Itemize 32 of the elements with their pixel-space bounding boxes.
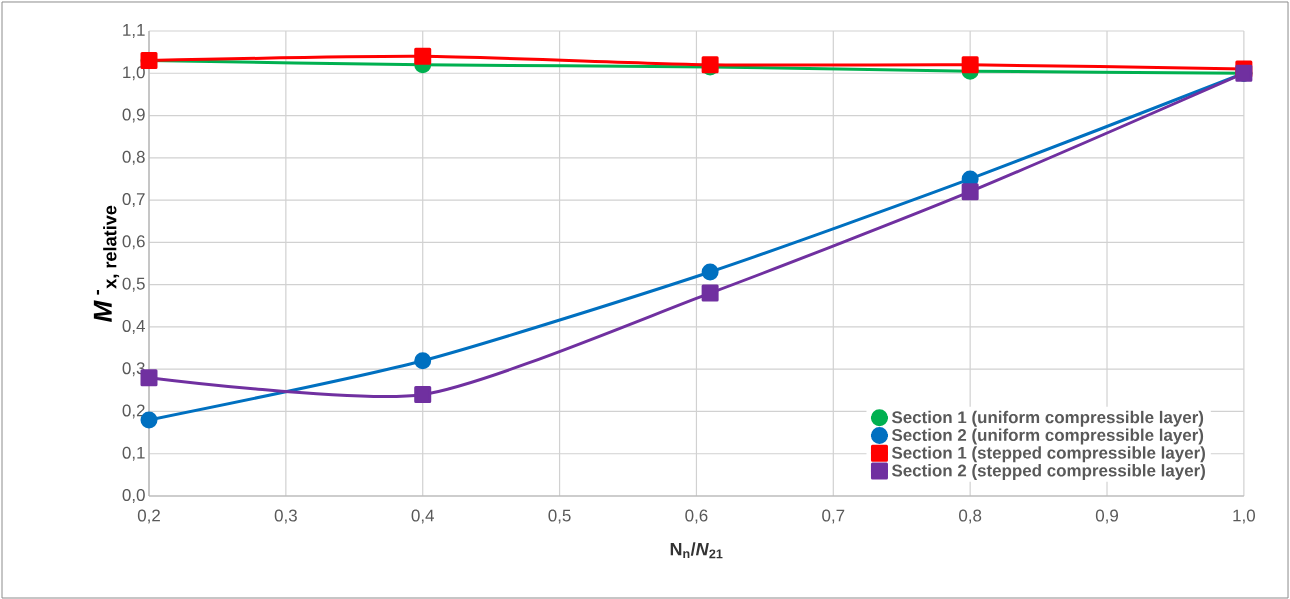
y-tick-label: 0,1 bbox=[122, 446, 145, 461]
point bbox=[414, 386, 432, 404]
text: N$_{n}$/N$_{21}$ bbox=[670, 542, 723, 559]
y-tick-label: 0,2 bbox=[122, 404, 145, 419]
x-tick-label: 0,3 bbox=[274, 509, 297, 524]
y-tick-label: 0,5 bbox=[122, 277, 145, 292]
legend-label: Section 2 (uniform compressible layer) bbox=[891, 428, 1204, 445]
legend-label: Section 1 (uniform compressible layer) bbox=[891, 410, 1204, 427]
x-tick-label: 0,5 bbox=[548, 509, 571, 524]
y-tick-label: 0,9 bbox=[122, 108, 145, 123]
x-tick-label: 0,6 bbox=[685, 509, 708, 524]
y-tick-label: 0,8 bbox=[122, 150, 145, 165]
point bbox=[414, 352, 432, 370]
text: M $^{-}$x, relative bbox=[93, 205, 120, 322]
point bbox=[961, 56, 979, 74]
x-tick-label: 0,9 bbox=[1095, 509, 1118, 524]
y-tick-label: 0,7 bbox=[122, 193, 145, 208]
y-tick-label: 0,4 bbox=[122, 319, 145, 334]
point bbox=[961, 183, 979, 201]
x-tick-label: 0,7 bbox=[822, 509, 845, 524]
y-tick-label: 0,6 bbox=[122, 235, 145, 250]
x-tick-label: 0,8 bbox=[959, 509, 982, 524]
x-tick-label: 0,4 bbox=[411, 509, 434, 524]
point bbox=[701, 263, 719, 281]
legend-label: Section 2 (stepped compressible layer) bbox=[891, 464, 1205, 480]
point bbox=[701, 284, 719, 302]
point bbox=[414, 47, 432, 65]
legend-label: Section 1 (stepped compressible layer) bbox=[891, 446, 1205, 463]
y-tick-label: 1,1 bbox=[123, 24, 145, 38]
x-tick-label: 0,2 bbox=[137, 509, 160, 524]
y-tick-label: 0,0 bbox=[122, 489, 145, 503]
x-tick-label: 1,0 bbox=[1233, 509, 1255, 524]
